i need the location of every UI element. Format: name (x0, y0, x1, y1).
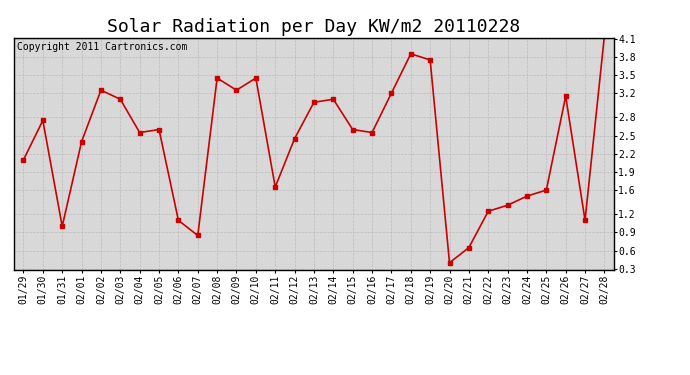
Title: Solar Radiation per Day KW/m2 20110228: Solar Radiation per Day KW/m2 20110228 (108, 18, 520, 36)
Text: Copyright 2011 Cartronics.com: Copyright 2011 Cartronics.com (17, 42, 187, 52)
